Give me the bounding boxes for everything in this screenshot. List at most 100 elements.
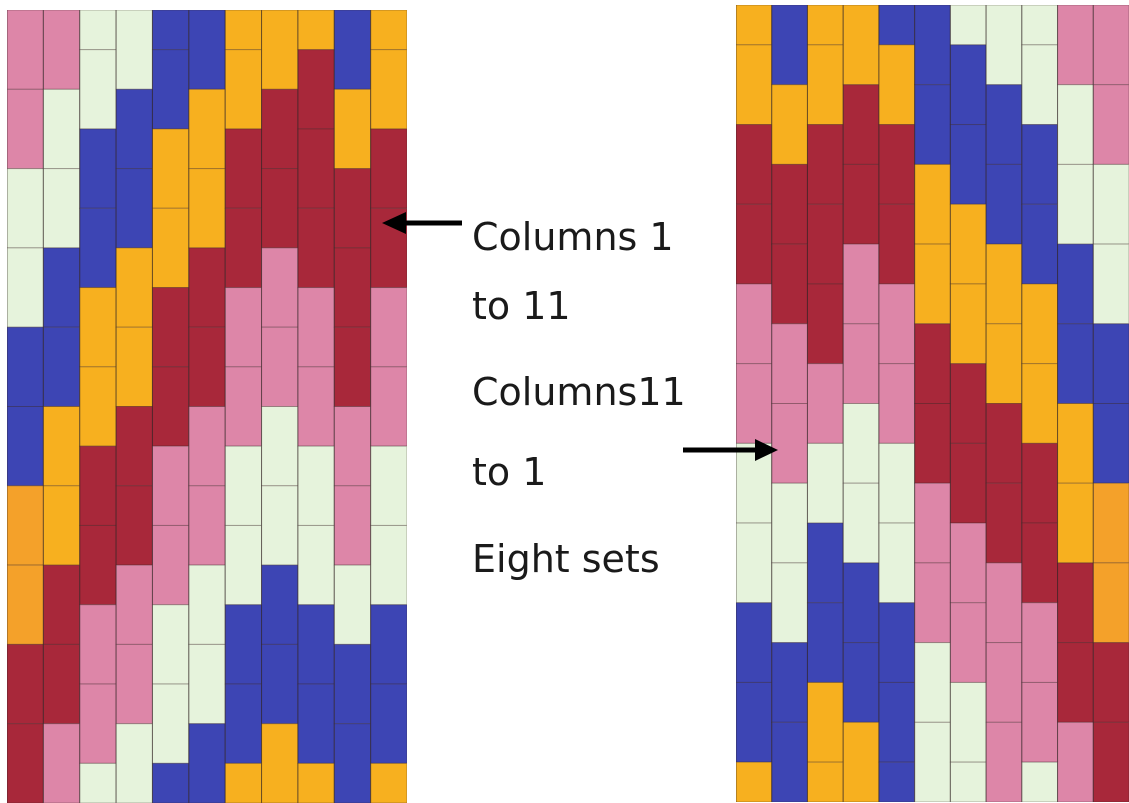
quilt-block-blue bbox=[224, 683, 263, 764]
quilt-block-blue bbox=[771, 642, 808, 723]
quilt-block-pink bbox=[878, 283, 916, 365]
quilt-block-gold bbox=[842, 721, 880, 802]
quilt-block-red bbox=[333, 326, 372, 408]
quilt-block-cream bbox=[949, 761, 987, 802]
quilt-block-pink bbox=[79, 683, 117, 764]
quilt-block-red bbox=[1057, 642, 1094, 723]
quilt-block-red bbox=[297, 128, 335, 209]
quilt-block-gold bbox=[806, 44, 844, 126]
quilt-block-blue bbox=[842, 562, 880, 644]
quilt-block-blue bbox=[985, 163, 1023, 245]
quilt-block-red bbox=[914, 403, 951, 484]
quilt-block-gold bbox=[188, 168, 226, 249]
quilt-block-red bbox=[985, 482, 1023, 564]
quilt-block-red bbox=[333, 247, 372, 328]
quilt-block-blue bbox=[370, 604, 407, 685]
quilt-block-cream bbox=[42, 88, 81, 170]
quilt-block-blue bbox=[736, 602, 773, 683]
quilt-block-gold bbox=[806, 5, 844, 46]
arrow-right-pointer bbox=[683, 439, 778, 461]
quilt-block-red bbox=[949, 442, 987, 524]
quilt-block-cream bbox=[806, 442, 844, 524]
quilt-block-gold bbox=[949, 203, 987, 285]
quilt-block-gold bbox=[842, 5, 880, 86]
quilt-left-panel bbox=[7, 10, 407, 803]
quilt-block-blue bbox=[151, 49, 190, 130]
quilt-left-svg bbox=[7, 10, 407, 803]
quilt-block-cream bbox=[79, 49, 117, 130]
quilt-block-red bbox=[115, 406, 153, 487]
quilt-block-red bbox=[224, 128, 263, 209]
quilt-block-gold bbox=[806, 681, 844, 763]
quilt-block-blue bbox=[261, 643, 299, 725]
quilt-block-blue bbox=[115, 88, 153, 170]
quilt-block-blue bbox=[842, 642, 880, 723]
quilt-block-cream bbox=[224, 445, 263, 526]
quilt-block-red bbox=[878, 124, 916, 205]
quilt-block-gold bbox=[42, 485, 81, 566]
quilt-block-cream bbox=[79, 762, 117, 803]
quilt-block-pink bbox=[985, 562, 1023, 644]
quilt-block-blue bbox=[914, 84, 951, 165]
quilt-block-gold bbox=[333, 88, 372, 170]
quilt-block-cream bbox=[1092, 243, 1129, 325]
quilt-block-cream bbox=[7, 247, 44, 328]
quilt-block-red bbox=[333, 168, 372, 249]
quilt-block-pink bbox=[771, 323, 808, 404]
quilt-block-red bbox=[736, 124, 773, 205]
quilt-block-gold bbox=[914, 163, 951, 245]
quilt-block-pink bbox=[151, 524, 190, 606]
quilt-block-red bbox=[806, 124, 844, 205]
quilt-block-red bbox=[806, 203, 844, 285]
quilt-block-cream bbox=[297, 524, 335, 606]
quilt-block-blue bbox=[42, 326, 81, 408]
quilt-block-gold bbox=[224, 49, 263, 130]
quilt-block-gold bbox=[370, 10, 407, 51]
quilt-block-cream bbox=[188, 564, 226, 645]
quilt-block-red bbox=[151, 287, 190, 368]
quilt-block-blue bbox=[188, 723, 226, 803]
quilt-block-blue bbox=[914, 5, 951, 86]
quilt-block-red bbox=[1021, 522, 1059, 604]
quilt-block-pink bbox=[42, 10, 81, 90]
quilt-block-blue bbox=[151, 762, 190, 803]
quilt-block-gold bbox=[224, 762, 263, 803]
quilt-block-gold bbox=[224, 10, 263, 51]
quilt-block-cream bbox=[736, 522, 773, 604]
quilt-block-cream bbox=[7, 168, 44, 249]
quilt-block-gold bbox=[736, 44, 773, 126]
quilt-block-blue bbox=[261, 564, 299, 645]
quilt-block-cream bbox=[333, 564, 372, 645]
quilt-block-cream bbox=[985, 5, 1023, 86]
quilt-block-pink bbox=[949, 522, 987, 604]
label-to-11: to 11 bbox=[472, 284, 571, 328]
quilt-block-pink bbox=[985, 642, 1023, 723]
quilt-block-red bbox=[42, 643, 81, 725]
quilt-block-blue bbox=[297, 604, 335, 685]
quilt-block-cream bbox=[736, 442, 773, 524]
quilt-block-cream bbox=[151, 683, 190, 764]
quilt-block-red bbox=[736, 203, 773, 285]
quilt-block-cream bbox=[949, 681, 987, 763]
label-columns-1: Columns 1 bbox=[472, 215, 674, 259]
quilt-block-red bbox=[224, 207, 263, 289]
quilt-block-pink bbox=[333, 406, 372, 487]
quilt-block-gold bbox=[151, 207, 190, 289]
quilt-block-gold bbox=[1021, 283, 1059, 365]
quilt-block-red bbox=[115, 485, 153, 566]
quilt-block-blue bbox=[370, 683, 407, 764]
quilt-block-red bbox=[842, 163, 880, 245]
quilt-block-cream bbox=[79, 10, 117, 51]
quilt-block-blue bbox=[1057, 243, 1094, 325]
quilt-block-cream bbox=[914, 721, 951, 802]
quilt-block-blue bbox=[1057, 323, 1094, 404]
quilt-block-gold bbox=[806, 761, 844, 802]
quilt-block-pink bbox=[806, 363, 844, 444]
quilt-block-pink bbox=[736, 363, 773, 444]
quilt-block-red bbox=[79, 524, 117, 606]
quilt-block-red bbox=[878, 203, 916, 285]
quilt-block-red bbox=[188, 247, 226, 328]
quilt-block-blue bbox=[151, 10, 190, 51]
quilt-block-pink bbox=[842, 243, 880, 325]
